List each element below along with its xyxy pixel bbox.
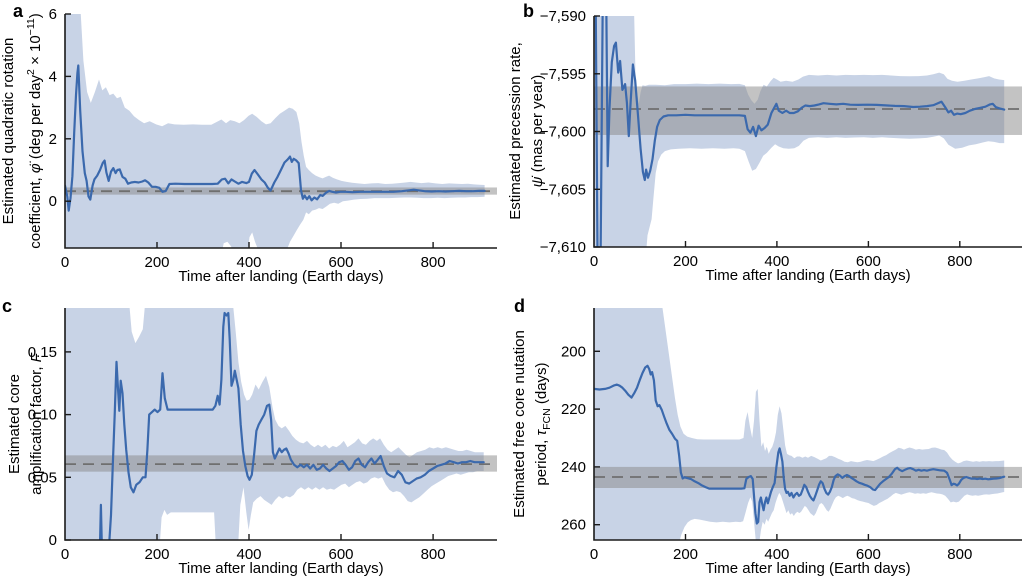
x-tick-label: 800 bbox=[947, 253, 972, 270]
x-tick-label: 800 bbox=[947, 546, 972, 563]
x-tick-label: 0 bbox=[590, 253, 598, 270]
x-tick-label: 400 bbox=[236, 546, 261, 563]
y-tick-label: −7,610 bbox=[540, 239, 586, 256]
x-tick-label: 0 bbox=[61, 254, 69, 271]
x-tick-label: 200 bbox=[144, 254, 169, 271]
y-tick-label: 0.15 bbox=[28, 344, 57, 361]
x-tick-label: 800 bbox=[421, 254, 446, 271]
panel-letter-a: a bbox=[13, 1, 24, 21]
y-tick-label: −7,605 bbox=[540, 181, 586, 198]
y-tick-label: 240 bbox=[561, 459, 586, 476]
final-estimate-band bbox=[594, 466, 1022, 488]
axis-spines bbox=[593, 308, 1022, 541]
y-tick-label: 4 bbox=[49, 68, 57, 85]
x-tick-label: 600 bbox=[328, 546, 353, 563]
x-tick-label: 600 bbox=[328, 254, 353, 271]
axis-ticks bbox=[65, 13, 434, 248]
y-tick-label: −7,590 bbox=[540, 8, 586, 25]
panel-letter-b: b bbox=[523, 1, 534, 21]
y-tick-label: 220 bbox=[561, 401, 586, 418]
estimate-line bbox=[98, 311, 485, 540]
y-axis-label-a: Estimated quadratic rotation coefficient,… bbox=[0, 13, 44, 249]
confidence-band bbox=[65, 308, 484, 540]
axis-ticks bbox=[65, 351, 434, 541]
estimate-line bbox=[65, 64, 486, 212]
y-tick-label: −7,600 bbox=[540, 124, 586, 141]
y-tick-label: 260 bbox=[561, 517, 586, 534]
x-tick-label: 600 bbox=[856, 253, 881, 270]
panel-a-plot: 0 2 4 6 0 200 400 600 800 Time after landing (Ear… bbox=[49, 6, 497, 285]
plot-area bbox=[594, 308, 1022, 540]
x-tick-label: 400 bbox=[764, 546, 789, 563]
estimate-line bbox=[594, 16, 1006, 247]
y-tick-label: −7,595 bbox=[540, 66, 586, 83]
x-tick-label: 200 bbox=[144, 546, 169, 563]
y-tick-label: 0.10 bbox=[28, 407, 57, 424]
y-tick-label: 0 bbox=[49, 532, 57, 549]
y-tick-label: 0 bbox=[49, 193, 57, 210]
x-tick-label: 0 bbox=[61, 546, 69, 563]
confidence-band bbox=[65, 14, 485, 248]
plot-area bbox=[65, 14, 497, 248]
y-axis-label-c: Estimated core amplification factor, F bbox=[6, 353, 45, 495]
panel-letter-d: d bbox=[514, 296, 525, 316]
x-tick-label: 200 bbox=[673, 253, 698, 270]
axis-spines bbox=[64, 14, 497, 249]
y-tick-label: 0.05 bbox=[28, 469, 57, 486]
final-estimate-band bbox=[594, 86, 1022, 135]
panel-letter-c: c bbox=[2, 296, 13, 316]
y-axis-label-d: Estimated free core nutation period, τFCN… bbox=[511, 330, 553, 518]
x-axis-label: Time after landing (Earth days) bbox=[705, 267, 910, 284]
plot-area bbox=[594, 16, 1022, 247]
x-tick-label: 400 bbox=[236, 254, 261, 271]
x-tick-label: 800 bbox=[421, 546, 446, 563]
x-axis-label: Time after landing (Earth days) bbox=[705, 560, 910, 577]
x-axis-label: Time after landing (Earth days) bbox=[178, 560, 383, 577]
axis-ticks bbox=[594, 350, 961, 540]
y-axis-label-b: Estimated precession rate, ψ̇ (mas per ye… bbox=[507, 42, 546, 220]
confidence-band bbox=[594, 308, 1005, 540]
y-tick-label: 6 bbox=[49, 6, 57, 23]
y-tick-label: 200 bbox=[561, 343, 586, 360]
x-tick-label: 400 bbox=[764, 253, 789, 270]
axis-ticks bbox=[594, 15, 961, 248]
panel-c-plot: 0 0.05 0.10 0.15 0 200 400 600 800 Time after lan… bbox=[28, 308, 497, 577]
x-axis-label: Time after landing (Earth days) bbox=[178, 268, 383, 285]
x-tick-label: 0 bbox=[590, 546, 598, 563]
x-tick-label: 600 bbox=[856, 546, 881, 563]
plot-area bbox=[65, 308, 497, 540]
estimate-line bbox=[594, 364, 1006, 525]
y-tick-label: 2 bbox=[49, 131, 57, 148]
confidence-band bbox=[594, 16, 1005, 247]
x-tick-label: 200 bbox=[673, 546, 698, 563]
